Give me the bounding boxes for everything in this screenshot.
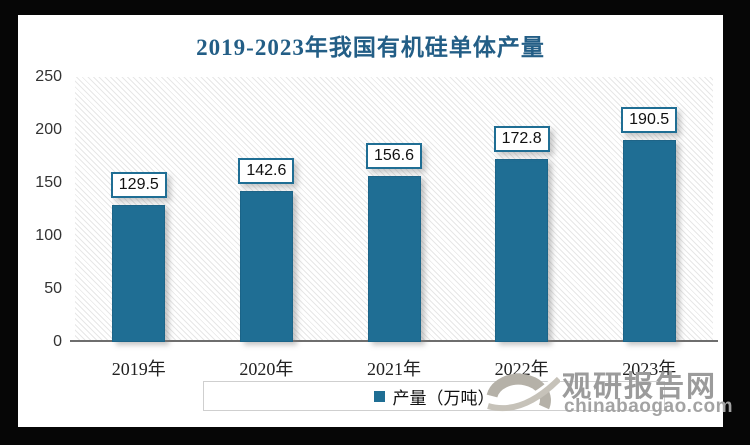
chart-canvas: 2019-2023年我国有机硅单体产量 0 50 100 150 200 250 129.5…: [18, 15, 734, 427]
bar: [239, 190, 293, 342]
y-tick-label: 200: [35, 121, 62, 138]
watermark: 观研报告网 chinabaogao.com: [486, 359, 734, 427]
y-tick-label: 50: [44, 280, 62, 297]
x-category-label: 2023年: [622, 359, 677, 379]
watermark-site-name: 观研报告网: [562, 371, 718, 403]
x-category-label: 2022年: [494, 359, 549, 379]
y-tick-label: 250: [35, 68, 62, 85]
legend-label: 产量（万吨）: [392, 388, 495, 408]
legend-marker-icon: [373, 390, 385, 402]
y-tick-label: 100: [35, 227, 62, 244]
data-label: 172.8: [493, 125, 550, 152]
x-category-label: 2019年: [111, 359, 166, 379]
y-tick-label: 0: [53, 333, 62, 350]
bar: [112, 204, 166, 342]
bar: [367, 176, 421, 342]
data-label: 156.6: [366, 143, 422, 169]
data-label: 142.6: [238, 157, 295, 184]
bar: [622, 140, 676, 342]
swirl-logo-icon: [486, 372, 560, 412]
watermark-site-url: chinabaogao.com: [564, 396, 734, 417]
data-label: 129.5: [110, 171, 167, 198]
legend: 产量（万吨）: [203, 381, 665, 411]
x-category-label: 2020年: [239, 359, 294, 379]
y-tick-label: 150: [35, 174, 62, 191]
bar: [495, 158, 549, 342]
x-category-label: 2021年: [367, 359, 421, 379]
chart-title: 2019-2023年我国有机硅单体产量: [196, 35, 545, 60]
data-label: 190.5: [621, 107, 678, 134]
